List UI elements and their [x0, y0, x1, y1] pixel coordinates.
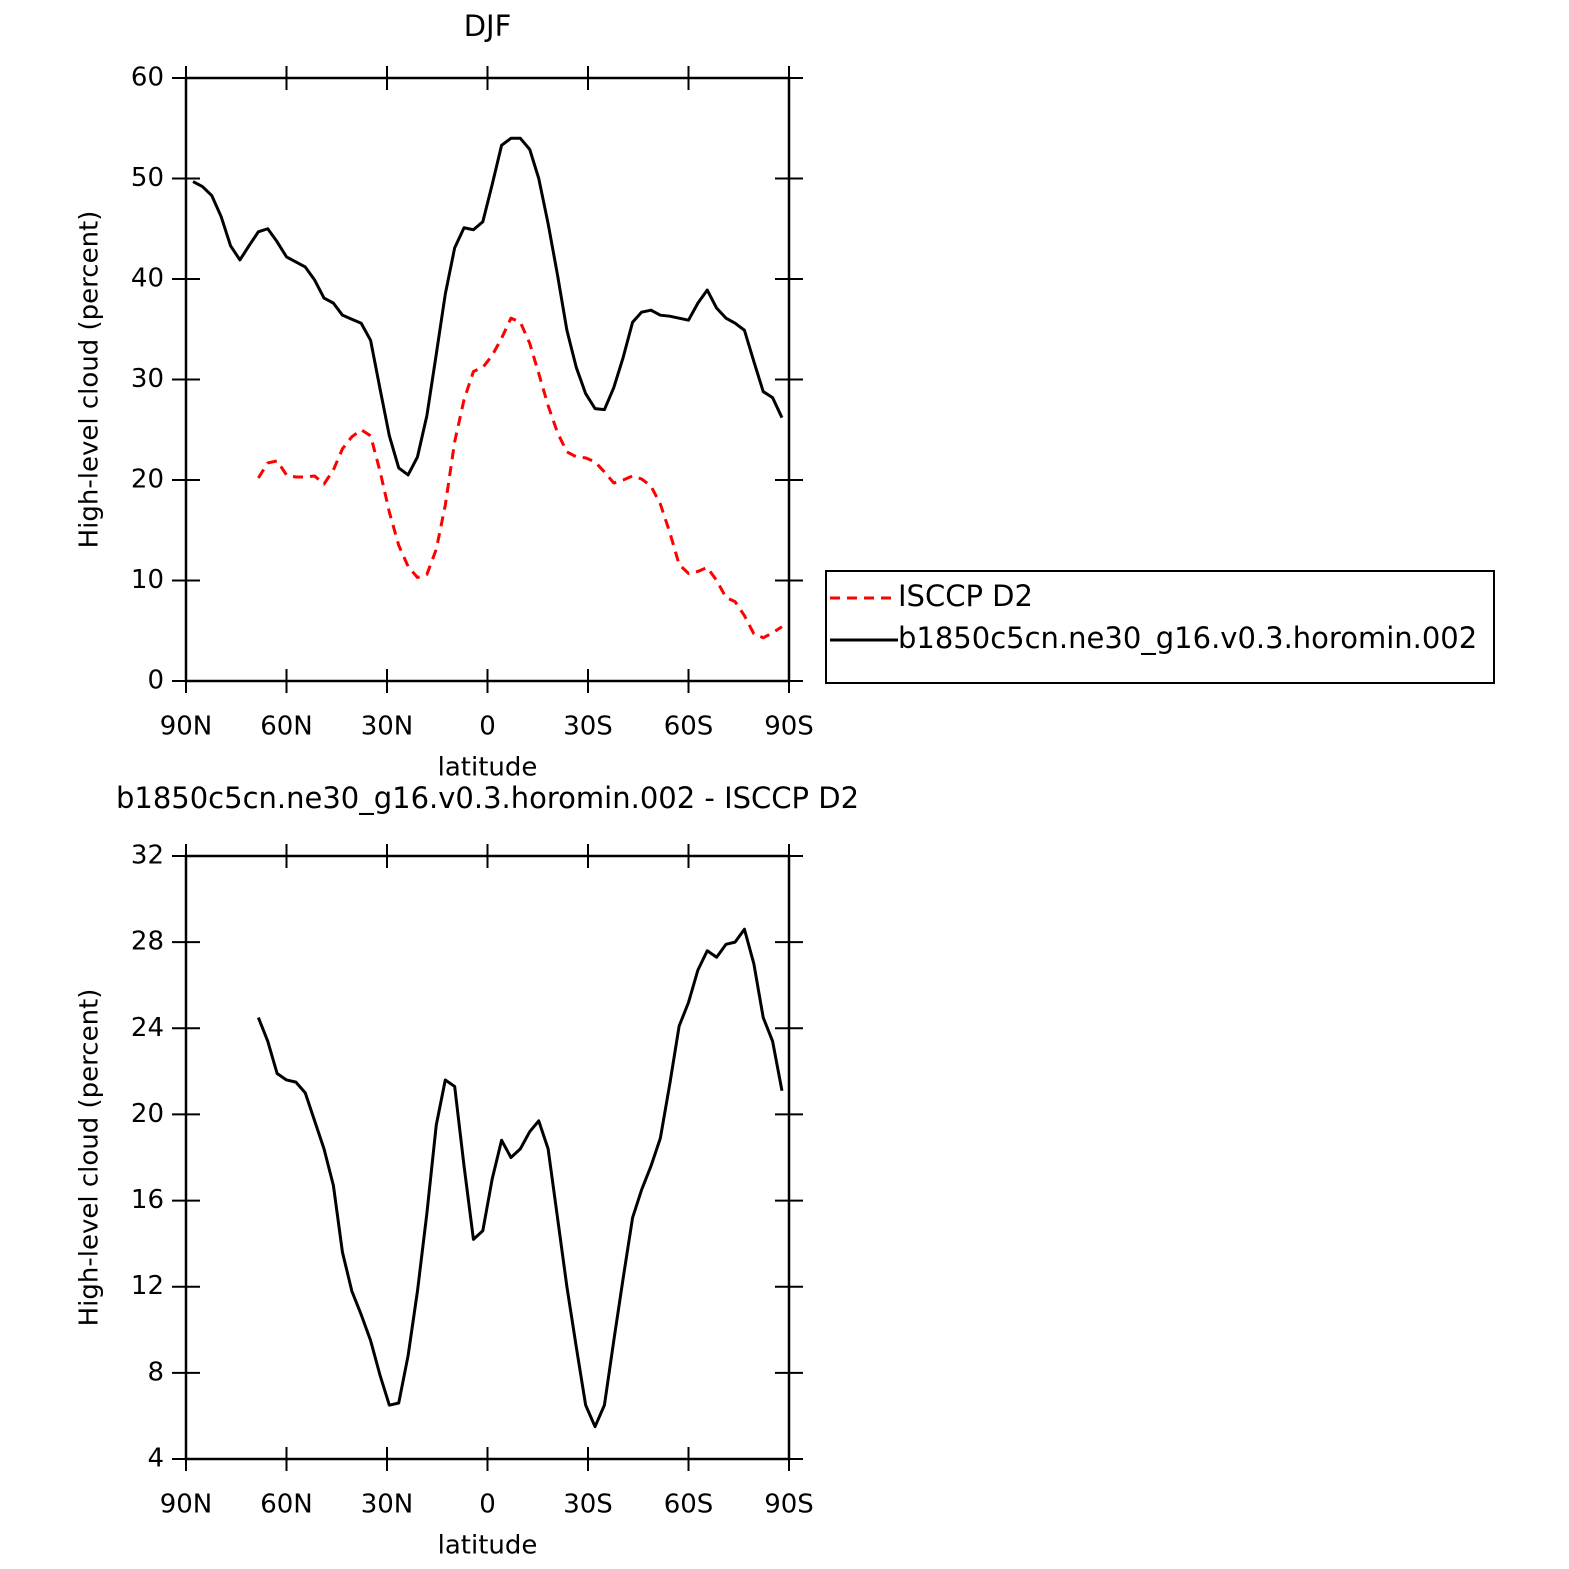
- chart-title: DJF: [464, 9, 512, 43]
- x-tick-label: 60S: [664, 1490, 714, 1520]
- y-tick-label: 20: [131, 1099, 164, 1129]
- x-axis-label: latitude: [438, 753, 538, 783]
- y-tick-label: 4: [147, 1444, 164, 1474]
- x-tick-label: 60N: [260, 712, 313, 742]
- y-tick-label: 16: [131, 1185, 164, 1215]
- chart-title: b1850c5cn.ne30_g16.v0.3.horomin.002 - IS…: [116, 781, 859, 815]
- plot-frame: [184, 76, 791, 683]
- plot-frame: [184, 854, 791, 1461]
- y-tick-label: 30: [131, 364, 164, 394]
- y-tick-label: 24: [131, 1013, 164, 1043]
- y-tick-label: 20: [131, 465, 164, 495]
- y-tick-label: 50: [131, 163, 164, 193]
- x-tick-label: 90S: [764, 712, 814, 742]
- y-tick-label: 40: [131, 264, 164, 294]
- legend-box: [825, 570, 1495, 684]
- legend-label: ISCCP D2: [898, 579, 1033, 613]
- x-tick-label: 60S: [664, 712, 714, 742]
- y-tick-label: 10: [131, 565, 164, 595]
- y-axis-label: High-level cloud (percent): [75, 211, 105, 549]
- data-line: [192, 136, 784, 477]
- y-axis-label: High-level cloud (percent): [75, 989, 105, 1327]
- x-tick-label: 30N: [361, 1490, 414, 1520]
- y-tick-label: 28: [131, 927, 164, 957]
- y-tick-label: 60: [131, 63, 164, 93]
- x-tick-label: 0: [479, 712, 496, 742]
- x-tick-label: 30N: [361, 712, 414, 742]
- x-tick-label: 30S: [563, 1490, 613, 1520]
- x-axis-label: latitude: [438, 1531, 538, 1561]
- x-tick-label: 30S: [563, 712, 613, 742]
- x-tick-label: 90N: [160, 712, 213, 742]
- y-tick-label: 8: [147, 1357, 164, 1387]
- data-line: [256, 927, 784, 1429]
- x-tick-label: 90S: [764, 1490, 814, 1520]
- x-tick-label: 0: [479, 1490, 496, 1520]
- data-line: [257, 316, 783, 640]
- x-tick-label: 90N: [160, 1490, 213, 1520]
- x-tick-label: 60N: [260, 1490, 313, 1520]
- y-tick-label: 0: [147, 666, 164, 696]
- y-tick-label: 32: [131, 841, 164, 871]
- y-tick-label: 12: [131, 1271, 164, 1301]
- legend-label: b1850c5cn.ne30_g16.v0.3.horomin.002: [898, 621, 1477, 655]
